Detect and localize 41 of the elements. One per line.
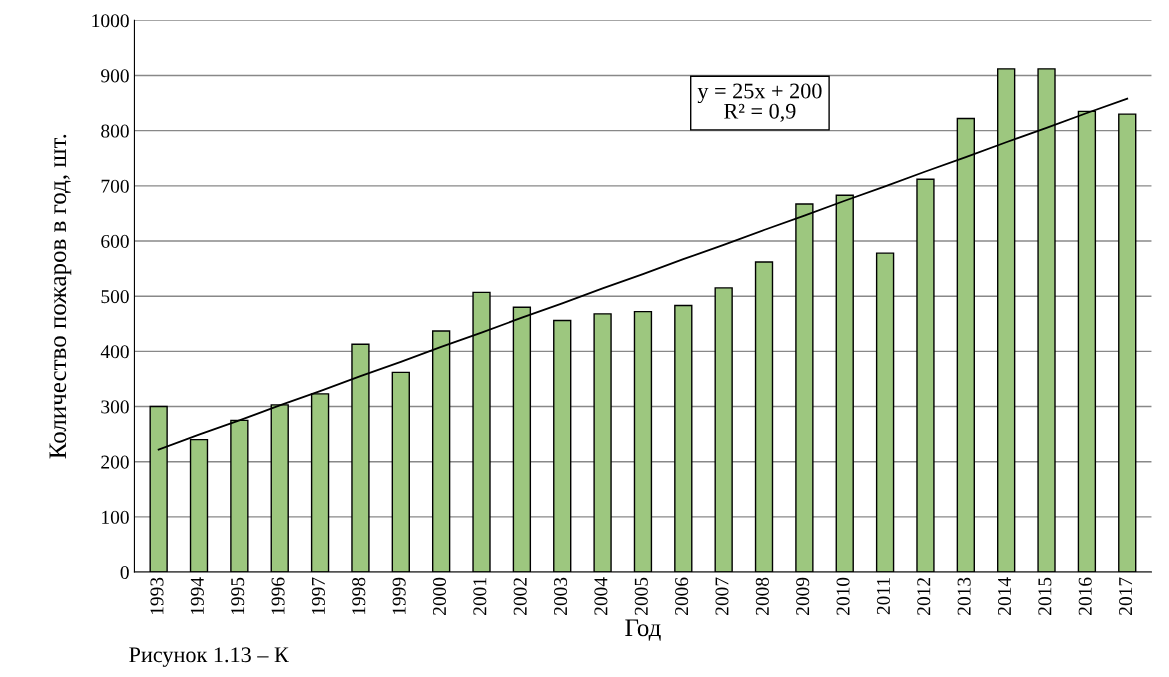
y-tick-label: 500	[101, 290, 129, 304]
x-tick-label: 2016	[1078, 577, 1092, 615]
y-tick-label: 100	[102, 510, 129, 524]
y-tick-label: 800	[101, 124, 129, 138]
x-tick-label: 2003	[553, 577, 568, 615]
x-tick-label: 2013	[957, 577, 971, 615]
x-tick-label: 2007	[715, 577, 729, 615]
x-tick-label: 2010	[836, 577, 850, 615]
y-axis-title: Количество пожаров в год, шт.	[49, 134, 72, 459]
x-tick-label: 2006	[675, 577, 689, 615]
x-tick-label: 2004	[594, 577, 608, 615]
text: Рисунок 1.13 – К	[129, 647, 289, 667]
x-tick-label: 1997	[311, 577, 325, 615]
annotation: y = 25x + 200	[697, 83, 822, 104]
x-tick-label: 2011	[876, 578, 890, 615]
y-tick-label: 600	[101, 234, 129, 248]
x-tick-label: 2002	[513, 578, 527, 615]
x-tick-label: 2009	[796, 577, 810, 615]
x-tick-label: 1995	[231, 577, 245, 615]
x-tick-label: 1993	[150, 577, 164, 615]
x-tick-label: 2005	[634, 577, 648, 615]
y-tick-label: 0	[120, 565, 129, 579]
y-tick-label: 400	[100, 345, 129, 359]
x-tick-label: 2015	[1038, 577, 1052, 615]
x-tick-label: 1994	[190, 577, 204, 615]
x-tick-label: 2014	[997, 577, 1012, 615]
x-tick-label: 2012	[917, 578, 931, 615]
x-tick-label: 2000	[432, 577, 447, 615]
y-tick-label: 200	[101, 455, 129, 469]
y-tick-label: 900	[101, 69, 129, 83]
x-tick-label: 1998	[352, 577, 366, 615]
x-tick-label: 2008	[755, 577, 769, 615]
x-tick-label: 1999	[392, 577, 406, 615]
y-tick-label: 300	[101, 400, 129, 414]
x-tick-label: 1996	[271, 577, 285, 615]
x-tick-label: 2017	[1119, 577, 1133, 615]
y-tick-label: 700	[101, 179, 129, 193]
x-axis-title: Год	[625, 619, 661, 641]
annotation: R² = 0,9	[724, 103, 796, 122]
y-tick-label: 1000	[92, 14, 129, 28]
x-tick-label: 2001	[473, 578, 487, 615]
